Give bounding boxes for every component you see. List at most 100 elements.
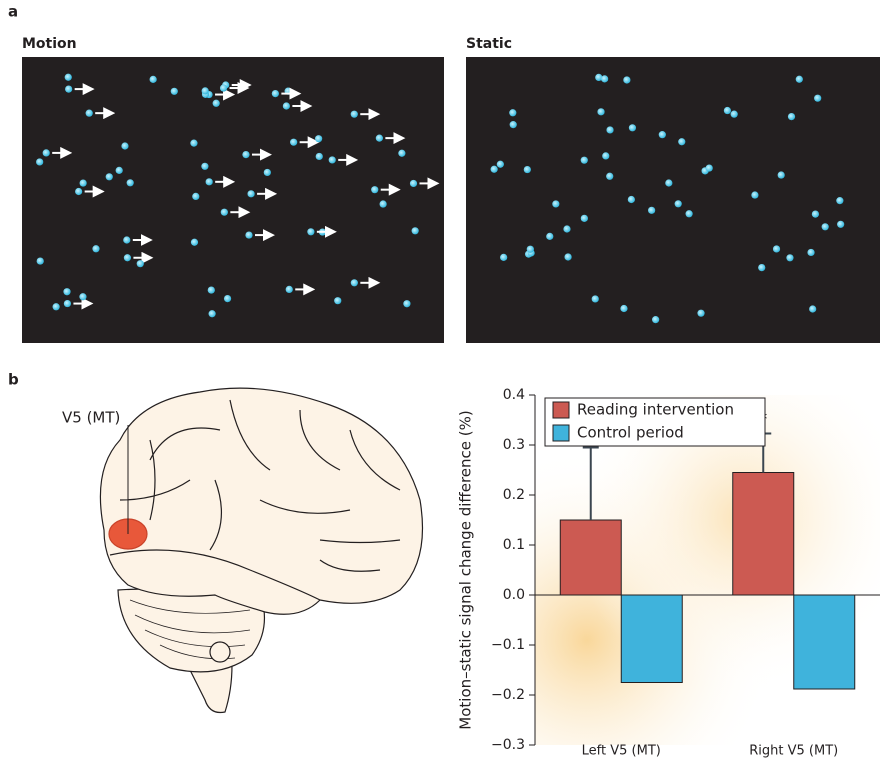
dot (192, 193, 199, 200)
dot (788, 113, 795, 120)
dot (283, 102, 290, 109)
dot (628, 196, 635, 203)
dot (245, 231, 252, 238)
dot (497, 161, 504, 168)
dot (686, 210, 693, 217)
pons (210, 642, 230, 662)
dot (53, 303, 60, 310)
dot (773, 245, 780, 252)
dot (581, 157, 588, 164)
legend-label: Control period (577, 424, 684, 442)
dot (213, 100, 220, 107)
dot (629, 124, 636, 131)
dot (648, 207, 655, 214)
dot (75, 188, 82, 195)
dot (171, 88, 178, 95)
dot (564, 253, 571, 260)
dot (403, 300, 410, 307)
dot (412, 227, 419, 234)
dot (307, 228, 314, 235)
dot (264, 169, 271, 176)
dot (592, 295, 599, 302)
bar (560, 520, 621, 595)
dot (106, 173, 113, 180)
dot (807, 249, 814, 256)
dot (606, 173, 613, 180)
region-label: V5 (MT) (62, 409, 120, 427)
dot (665, 179, 672, 186)
dot (659, 131, 666, 138)
dot (116, 167, 123, 174)
dot (86, 110, 93, 117)
y-tick-label: −0.2 (491, 687, 525, 703)
dot (814, 95, 821, 102)
brain-illustration (100, 388, 422, 712)
dot (80, 179, 87, 186)
dot (675, 200, 682, 207)
dot (809, 305, 816, 312)
dot (43, 149, 50, 156)
dot (706, 164, 713, 171)
motion-stimulus (22, 57, 444, 343)
dot (796, 76, 803, 83)
dot (652, 316, 659, 323)
dot (351, 111, 358, 118)
dot (202, 87, 209, 94)
dot (190, 140, 197, 147)
dot (376, 135, 383, 142)
dot (500, 254, 507, 261)
dot (290, 139, 297, 146)
dot (697, 310, 704, 317)
dot (220, 84, 227, 91)
dot (64, 300, 71, 307)
dot (509, 109, 516, 116)
dot (527, 246, 534, 253)
dot (79, 293, 86, 300)
dot (678, 138, 685, 145)
dot (822, 223, 829, 230)
dot (597, 108, 604, 115)
dot (778, 171, 785, 178)
dot (552, 200, 559, 207)
y-tick-label: −0.1 (491, 637, 525, 653)
dot (329, 156, 336, 163)
dot (124, 254, 131, 261)
dot (334, 297, 341, 304)
dot (121, 142, 128, 149)
dot (315, 135, 322, 142)
dot (191, 239, 198, 246)
dot (201, 163, 208, 170)
dot (63, 288, 70, 295)
dot (491, 166, 498, 173)
dot (65, 85, 72, 92)
dot (286, 286, 293, 293)
dot (137, 260, 144, 267)
dot (65, 74, 72, 81)
dot (623, 76, 630, 83)
legend-swatch (553, 402, 569, 418)
dot (36, 158, 43, 165)
dot (206, 178, 213, 185)
panel-label: a (8, 3, 18, 21)
stimulus-title: Motion (22, 36, 77, 52)
x-tick-label: Left V5 (MT) (582, 744, 661, 759)
dot (812, 211, 819, 218)
dot (316, 153, 323, 160)
y-tick-label: 0.1 (503, 537, 525, 553)
y-tick-label: 0.0 (503, 587, 525, 603)
dot (221, 209, 228, 216)
bar (733, 473, 794, 596)
dot (546, 233, 553, 240)
dot (837, 221, 844, 228)
dot (123, 236, 130, 243)
dot (581, 215, 588, 222)
dot (786, 254, 793, 261)
dot (371, 186, 378, 193)
y-tick-label: 0.4 (503, 387, 525, 403)
legend-swatch (553, 425, 569, 441)
dot (524, 166, 531, 173)
dot (247, 190, 254, 197)
dot (758, 264, 765, 271)
dot (150, 76, 157, 83)
legend-label: Reading intervention (577, 401, 734, 419)
